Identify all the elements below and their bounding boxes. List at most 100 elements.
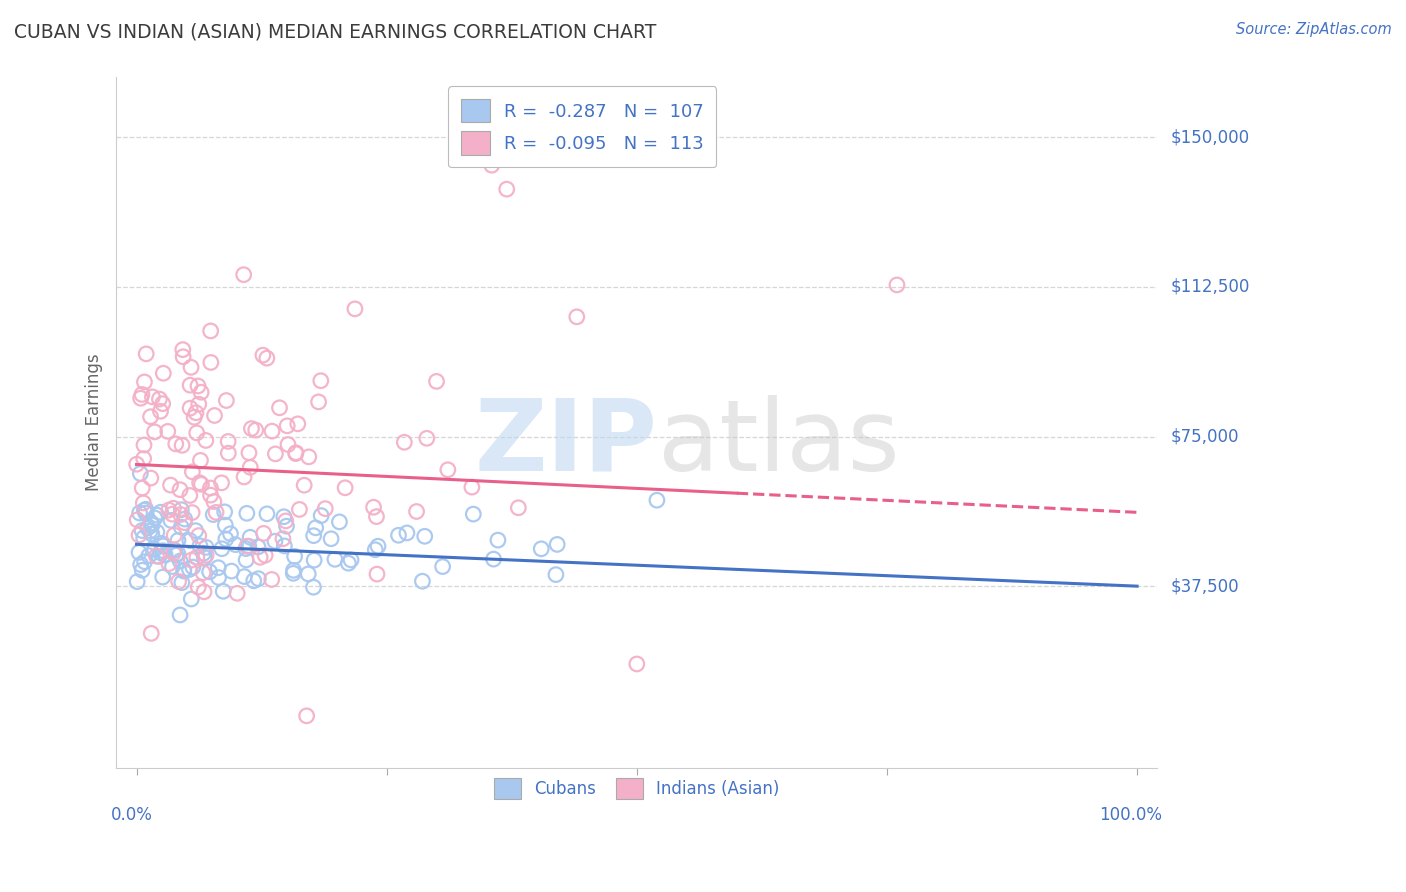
Point <box>141 527 163 541</box>
Point <box>181 560 204 574</box>
Point <box>217 446 239 460</box>
Point <box>256 351 278 366</box>
Point <box>283 563 305 577</box>
Point <box>184 406 207 420</box>
Point <box>152 539 174 553</box>
Point <box>132 451 155 466</box>
Point <box>145 549 167 563</box>
Point <box>135 347 157 361</box>
Point <box>238 539 260 553</box>
Point <box>276 418 298 433</box>
Point <box>188 539 211 553</box>
Point <box>217 434 239 449</box>
Point <box>411 574 433 589</box>
Point <box>207 570 229 584</box>
Point <box>163 543 186 558</box>
Point <box>260 573 283 587</box>
Point <box>165 548 187 562</box>
Point <box>160 513 183 527</box>
Point <box>152 396 174 410</box>
Point <box>292 478 315 492</box>
Point <box>187 528 209 542</box>
Point <box>162 507 184 521</box>
Point <box>173 563 195 577</box>
Point <box>343 301 366 316</box>
Text: $150,000: $150,000 <box>1171 128 1250 146</box>
Point <box>233 569 256 583</box>
Point <box>141 518 163 533</box>
Point <box>170 520 193 534</box>
Text: 100.0%: 100.0% <box>1099 805 1163 823</box>
Point <box>143 542 166 557</box>
Point <box>437 463 460 477</box>
Point <box>260 424 283 438</box>
Point <box>163 528 186 542</box>
Point <box>309 508 332 523</box>
Point <box>166 547 188 561</box>
Point <box>157 503 180 517</box>
Point <box>187 379 209 393</box>
Point <box>149 505 172 519</box>
Point <box>394 435 416 450</box>
Point <box>886 277 908 292</box>
Point <box>139 524 162 538</box>
Point <box>287 417 309 431</box>
Point <box>308 395 330 409</box>
Point <box>283 566 305 581</box>
Point <box>162 501 184 516</box>
Point <box>135 502 157 516</box>
Point <box>141 516 163 530</box>
Point <box>405 504 427 518</box>
Point <box>152 570 174 584</box>
Point <box>127 513 149 527</box>
Point <box>170 575 193 590</box>
Point <box>127 574 149 589</box>
Point <box>481 158 503 172</box>
Point <box>235 553 257 567</box>
Point <box>212 584 235 599</box>
Point <box>239 530 262 544</box>
Point <box>141 626 163 640</box>
Point <box>128 506 150 520</box>
Point <box>170 508 193 522</box>
Point <box>165 437 187 451</box>
Point <box>416 431 439 445</box>
Point <box>284 549 307 564</box>
Point <box>247 572 270 586</box>
Point <box>186 550 208 565</box>
Point <box>295 709 318 723</box>
Point <box>180 592 202 607</box>
Text: ZIP: ZIP <box>475 395 658 491</box>
Point <box>134 555 156 569</box>
Point <box>238 446 260 460</box>
Point <box>249 550 271 565</box>
Point <box>167 533 190 548</box>
Point <box>187 397 209 411</box>
Point <box>271 532 294 546</box>
Point <box>395 525 418 540</box>
Point <box>153 548 176 562</box>
Point <box>167 574 190 589</box>
Point <box>187 580 209 594</box>
Point <box>205 505 228 519</box>
Point <box>179 533 201 548</box>
Point <box>253 526 276 541</box>
Point <box>298 450 321 464</box>
Point <box>323 552 346 566</box>
Point <box>131 524 153 538</box>
Point <box>366 509 388 524</box>
Point <box>214 505 236 519</box>
Point <box>276 519 298 533</box>
Point <box>179 378 201 392</box>
Point <box>156 425 179 439</box>
Point <box>162 546 184 560</box>
Point <box>188 475 211 490</box>
Point <box>186 425 208 440</box>
Point <box>195 548 218 562</box>
Point <box>190 477 212 491</box>
Point <box>236 539 259 553</box>
Point <box>149 404 172 418</box>
Point <box>333 481 356 495</box>
Point <box>132 531 155 545</box>
Point <box>172 438 194 452</box>
